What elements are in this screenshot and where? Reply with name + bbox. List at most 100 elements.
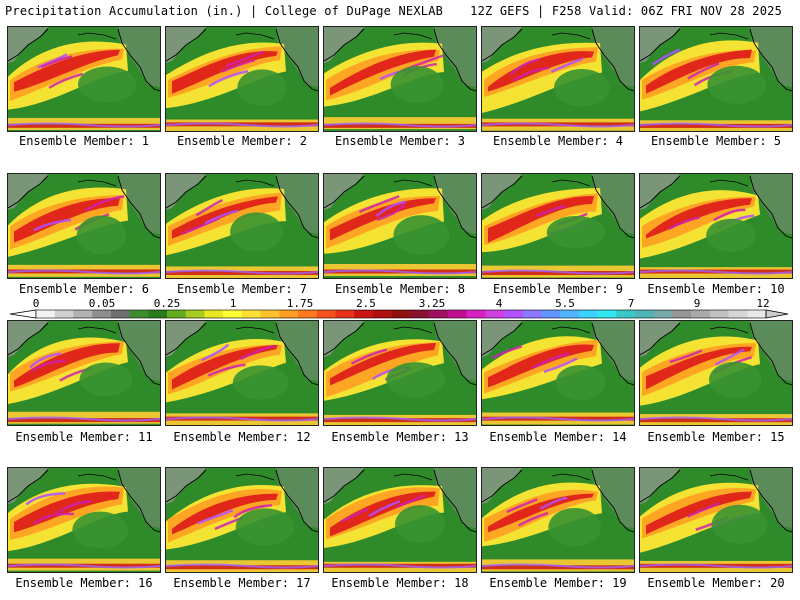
colorbar-tick-label: 3.25 — [418, 297, 446, 310]
ensemble-member-map — [165, 467, 319, 573]
ensemble-member-map — [165, 320, 319, 426]
precipitation-map-image — [482, 174, 634, 278]
colorbar-swatch — [709, 310, 729, 318]
ensemble-member-label: Ensemble Member: 13 — [331, 430, 469, 444]
ensemble-member-map — [481, 467, 635, 573]
ensemble-member-label: Ensemble Member: 1 — [18, 134, 150, 148]
colorbar-swatch — [279, 310, 299, 318]
colorbar-swatch — [167, 310, 187, 318]
ensemble-member-map — [639, 320, 793, 426]
ensemble-member-label: Ensemble Member: 5 — [650, 134, 782, 148]
ensemble-member-map — [7, 320, 161, 426]
precipitation-map-image — [640, 27, 792, 131]
colorbar-swatch — [485, 310, 505, 318]
ensemble-member-label: Ensemble Member: 9 — [492, 282, 624, 296]
ensemble-member-label: Ensemble Member: 4 — [492, 134, 624, 148]
colorbar-swatch — [466, 310, 486, 318]
precipitation-map-image — [640, 174, 792, 278]
colorbar-swatch — [541, 310, 561, 318]
precipitation-map-image — [640, 468, 792, 572]
colorbar-swatch — [129, 310, 149, 318]
ensemble-member-map — [639, 26, 793, 132]
colorbar-swatch — [204, 310, 224, 318]
precipitation-colorbar — [9, 309, 789, 319]
colorbar-outline — [35, 309, 767, 319]
colorbar-swatch — [354, 310, 374, 318]
ensemble-member-map — [323, 467, 477, 573]
colorbar-swatch — [634, 310, 654, 318]
ensemble-member-label: Ensemble Member: 3 — [334, 134, 466, 148]
precipitation-map-image — [482, 468, 634, 572]
colorbar-swatch — [503, 310, 523, 318]
colorbar-swatch — [522, 310, 542, 318]
ensemble-member-map — [323, 26, 477, 132]
colorbar-max-arrow — [765, 309, 789, 319]
precipitation-map-image — [166, 321, 318, 425]
ensemble-member-map — [7, 467, 161, 573]
precipitation-map-image — [324, 27, 476, 131]
ensemble-member-label: Ensemble Member: 11 — [15, 430, 153, 444]
ensemble-member-label: Ensemble Member: 15 — [647, 430, 785, 444]
colorbar-swatch — [223, 310, 243, 318]
precipitation-map-image — [640, 321, 792, 425]
colorbar-swatch — [372, 310, 392, 318]
colorbar-swatch — [298, 310, 318, 318]
colorbar-tick-label: 2.5 — [356, 297, 376, 310]
colorbar-swatch — [447, 310, 467, 318]
precipitation-map-image — [324, 468, 476, 572]
precipitation-map-image — [482, 321, 634, 425]
colorbar-swatch — [185, 310, 205, 318]
colorbar-swatch — [316, 310, 336, 318]
chart-title: Precipitation Accumulation (in.) | Colle… — [5, 4, 444, 18]
colorbar-swatch — [672, 310, 692, 318]
ensemble-member-label: Ensemble Member: 19 — [489, 576, 627, 590]
ensemble-member-label: Ensemble Member: 16 — [15, 576, 153, 590]
ensemble-member-label: Ensemble Member: 10 — [647, 282, 785, 296]
precipitation-map-image — [8, 468, 160, 572]
colorbar-min-arrow — [9, 309, 37, 319]
ensemble-member-label: Ensemble Member: 8 — [334, 282, 466, 296]
precipitation-map-image — [166, 27, 318, 131]
colorbar-swatch — [391, 310, 411, 318]
ensemble-member-map — [639, 173, 793, 279]
colorbar-tick-label: 0.05 — [88, 297, 116, 310]
ensemble-member-label: Ensemble Member: 6 — [18, 282, 150, 296]
ensemble-member-label: Ensemble Member: 17 — [173, 576, 311, 590]
ensemble-member-map — [165, 26, 319, 132]
colorbar-swatch — [578, 310, 598, 318]
colorbar-tick-label: 9 — [693, 297, 701, 310]
colorbar-tick-label: 12 — [756, 297, 770, 310]
ensemble-member-map — [481, 320, 635, 426]
colorbar-tick-label: 1 — [229, 297, 237, 310]
precipitation-map-image — [482, 27, 634, 131]
precipitation-map-image — [8, 27, 160, 131]
colorbar-swatch — [110, 310, 130, 318]
colorbar-swatch — [728, 310, 748, 318]
ensemble-member-label: Ensemble Member: 7 — [176, 282, 308, 296]
model-run-info: 12Z GEFS | F258 Valid: 06Z FRI NOV 28 20… — [470, 4, 782, 18]
colorbar-swatch — [335, 310, 355, 318]
ensemble-member-map — [165, 173, 319, 279]
precipitation-map-image — [166, 174, 318, 278]
colorbar-swatch — [92, 310, 112, 318]
colorbar-swatch — [653, 310, 673, 318]
colorbar-swatch — [260, 310, 280, 318]
ensemble-member-map — [323, 173, 477, 279]
ensemble-member-label: Ensemble Member: 18 — [331, 576, 469, 590]
precipitation-map-image — [166, 468, 318, 572]
colorbar-swatch — [54, 310, 74, 318]
ensemble-member-label: Ensemble Member: 14 — [489, 430, 627, 444]
colorbar-tick-label: 7 — [627, 297, 635, 310]
precipitation-map-image — [8, 321, 160, 425]
precipitation-map-image — [8, 174, 160, 278]
colorbar-swatch — [691, 310, 711, 318]
ensemble-member-label: Ensemble Member: 2 — [176, 134, 308, 148]
colorbar-tick-label: 0 — [32, 297, 40, 310]
ensemble-member-map — [7, 173, 161, 279]
colorbar-swatch — [747, 310, 767, 318]
colorbar-swatch — [616, 310, 636, 318]
colorbar-swatch — [241, 310, 261, 318]
colorbar-tick-label: 5.5 — [555, 297, 575, 310]
ensemble-member-map — [323, 320, 477, 426]
colorbar-swatch — [73, 310, 93, 318]
